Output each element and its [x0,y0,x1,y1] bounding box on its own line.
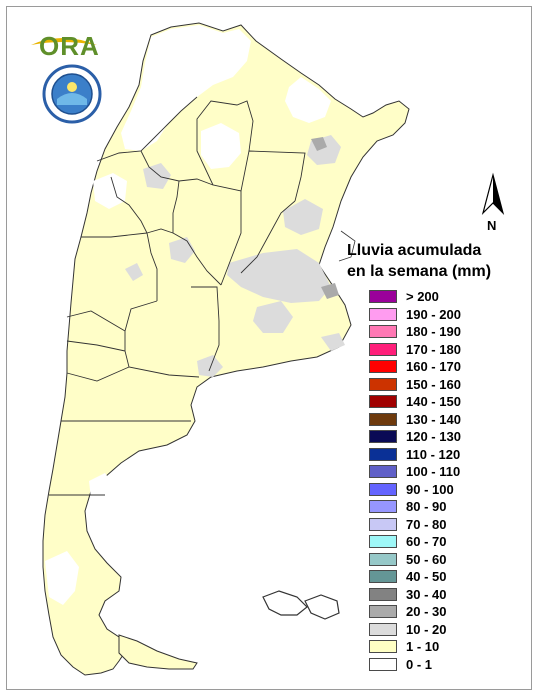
legend-swatch [369,447,397,461]
map-frame: ORA N Lluvia acumulada en la semana (mm)… [6,6,532,690]
north-arrow-label: N [487,218,497,233]
legend-label: 160 - 170 [406,359,461,374]
smn-seal [42,64,102,124]
moderate-rain-zones [311,137,339,299]
legend-swatch [369,290,397,303]
legend-swatch [369,605,397,618]
legend-item: 150 - 160 [369,376,519,394]
legend-label: 30 - 40 [406,586,447,602]
legend-swatch [369,360,397,373]
legend-label: 90 - 100 [406,481,454,497]
logo-swoosh [31,38,97,45]
legend-label: 40 - 50 [406,569,447,584]
legend-label: 20 - 30 [406,604,447,619]
legend-item: 120 - 130 [369,428,519,446]
legend-label: 60 - 70 [406,534,447,549]
legend-swatch [369,517,397,531]
legend-swatch [369,657,397,671]
legend-label: 190 - 200 [406,306,461,322]
legend-swatch [369,307,397,321]
province-boundaries [49,96,306,496]
legend-swatch [369,587,397,601]
legend-swatch [369,465,397,478]
legend-swatch [369,535,397,548]
legend-swatch [369,325,397,338]
legend-label: 0 - 1 [406,656,433,672]
legend-label: 110 - 120 [406,446,461,462]
legend-item: 50 - 60 [369,551,519,569]
legend-item: 90 - 100 [369,481,519,499]
light-rain-zones [125,135,345,377]
legend-label: 100 - 110 [406,464,461,479]
legend-label: 120 - 130 [406,429,461,444]
legend-item: 80 - 90 [369,498,519,516]
legend-label: 50 - 60 [406,551,447,567]
legend-swatch [369,395,397,408]
legend-swatch [369,482,397,496]
legend-title-line-2: en la semana (mm) [347,263,492,280]
legend-label: 10 - 20 [406,621,447,637]
legend-label: 140 - 150 [406,394,461,409]
north-arrow-icon [481,172,505,215]
dry-zones [45,25,331,605]
legend-item: 0 - 1 [369,656,519,674]
legend-item: > 200 [369,288,519,306]
legend-item: 130 - 140 [369,411,519,429]
legend-item: 30 - 40 [369,586,519,604]
tierra-del-fuego [118,634,198,670]
legend-item: 190 - 200 [369,306,519,324]
legend-swatch [369,552,397,566]
legend-item: 40 - 50 [369,568,519,586]
legend-item: 1 - 10 [369,638,519,656]
legend-label: 80 - 90 [406,499,447,514]
legend-swatch [369,377,397,391]
legend-item: 170 - 180 [369,341,519,359]
legend-item: 20 - 30 [369,603,519,621]
legend-item: 10 - 20 [369,621,519,639]
legend-swatch [369,622,397,636]
malvinas-islands [262,590,340,620]
legend-label: > 200 [406,289,439,304]
legend-swatch [369,430,397,443]
ora-logo: ORA [39,31,100,61]
legend-item: 70 - 80 [369,516,519,534]
legend-swatch [369,500,397,513]
legend-label: 70 - 80 [406,516,447,532]
legend-item: 180 - 190 [369,323,519,341]
legend-item: 110 - 120 [369,446,519,464]
legend-swatch [369,570,397,583]
legend-item: 60 - 70 [369,533,519,551]
legend-item: 100 - 110 [369,463,519,481]
legend-label: 1 - 10 [406,639,440,654]
legend-item: 160 - 170 [369,358,519,376]
legend-label: 130 - 140 [406,411,461,427]
legend-item: 140 - 150 [369,393,519,411]
legend: > 200 190 - 200 180 - 190 170 - 180 160 - 17… [369,288,519,673]
argentina-mainland [42,22,410,676]
legend-title-line-1: Lluvia acumulada [347,242,482,259]
legend-title: Lluvia acumulada en la semana (mm) [347,240,527,282]
rainfall-map [31,22,505,676]
neighbor-border [338,230,356,262]
legend-label: 170 - 180 [406,341,461,357]
legend-swatch [369,412,397,426]
legend-label: 180 - 190 [406,324,461,339]
legend-swatch [369,342,397,356]
legend-swatch [369,640,397,653]
legend-label: 150 - 160 [406,376,461,392]
